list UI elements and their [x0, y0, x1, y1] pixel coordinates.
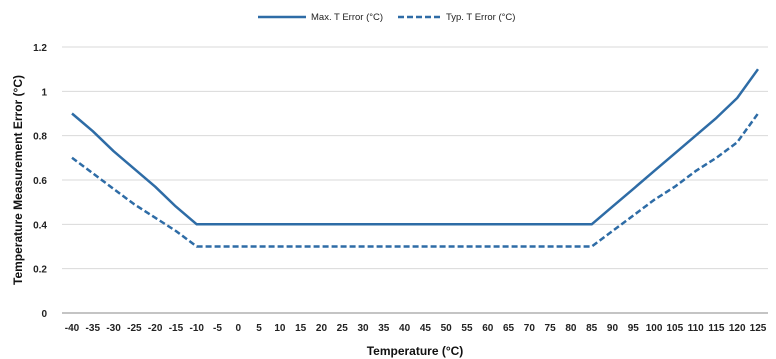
x-tick-labels: -40 -35 -30 -25 -20 -15 -10 -5 0 5 10 15 20 25 30 35 40 4… — [65, 323, 767, 334]
x-tick-label: 80 — [565, 323, 577, 334]
x-tick-label: 85 — [586, 323, 598, 334]
y-tick-label: 0.4 — [33, 220, 47, 231]
x-tick-label: 50 — [441, 323, 453, 334]
x-tick-label: -25 — [127, 323, 142, 334]
x-tick-label: -40 — [65, 323, 80, 334]
x-tick-label: 75 — [545, 323, 557, 334]
legend: Max. T Error (°C) Typ. T Error (°C) — [258, 12, 515, 23]
y-axis-title: Temperature Measurement Error (°C) — [11, 75, 25, 285]
x-tick-label: 55 — [461, 323, 473, 334]
x-tick-label: 10 — [274, 323, 286, 334]
x-tick-label: 35 — [378, 323, 390, 334]
x-tick-label: -35 — [86, 323, 101, 334]
legend-item-typ: Typ. T Error (°C) — [398, 12, 515, 23]
y-tick-label: 1.2 — [33, 43, 47, 54]
x-tick-label: -5 — [213, 323, 222, 334]
x-tick-label: 110 — [688, 323, 705, 334]
x-tick-label: -30 — [106, 323, 121, 334]
series-line-max-error — [71, 68, 760, 226]
legend-item-max: Max. T Error (°C) — [258, 12, 383, 23]
x-tick-label: 0 — [236, 323, 242, 334]
y-tick-label: 0.6 — [33, 176, 47, 187]
x-tick-label: 70 — [524, 323, 536, 334]
x-axis-title: Temperature (°C) — [367, 344, 464, 358]
series-line-typ-error — [71, 112, 760, 248]
series-lines — [71, 68, 760, 248]
y-tick-labels: 0 0.2 0.4 0.6 0.8 1 1.2 — [33, 43, 47, 320]
x-tick-label: 60 — [482, 323, 494, 334]
x-tick-label: 15 — [295, 323, 307, 334]
x-tick-label: 25 — [337, 323, 349, 334]
x-tick-label: 120 — [729, 323, 746, 334]
x-tick-label: 125 — [750, 323, 767, 334]
x-tick-label: 65 — [503, 323, 515, 334]
x-tick-label: 30 — [357, 323, 369, 334]
x-tick-label: 40 — [399, 323, 411, 334]
legend-label-max: Max. T Error (°C) — [311, 12, 383, 23]
x-tick-label: 115 — [708, 323, 725, 334]
x-tick-label: 105 — [667, 323, 684, 334]
y-tick-label: 0 — [41, 309, 47, 320]
x-tick-label: 5 — [256, 323, 262, 334]
x-tick-label: -20 — [148, 323, 163, 334]
x-tick-label: 45 — [420, 323, 432, 334]
x-tick-label: 100 — [646, 323, 663, 334]
gridlines — [62, 46, 768, 270]
x-tick-label: 90 — [607, 323, 619, 334]
x-tick-label: -10 — [190, 323, 205, 334]
y-tick-label: 1 — [41, 87, 47, 98]
x-tick-label: -15 — [169, 323, 184, 334]
y-tick-label: 0.2 — [33, 265, 47, 276]
x-tick-label: 95 — [628, 323, 640, 334]
legend-label-typ: Typ. T Error (°C) — [446, 12, 515, 23]
y-tick-label: 0.8 — [33, 132, 47, 143]
x-tick-label: 20 — [316, 323, 328, 334]
